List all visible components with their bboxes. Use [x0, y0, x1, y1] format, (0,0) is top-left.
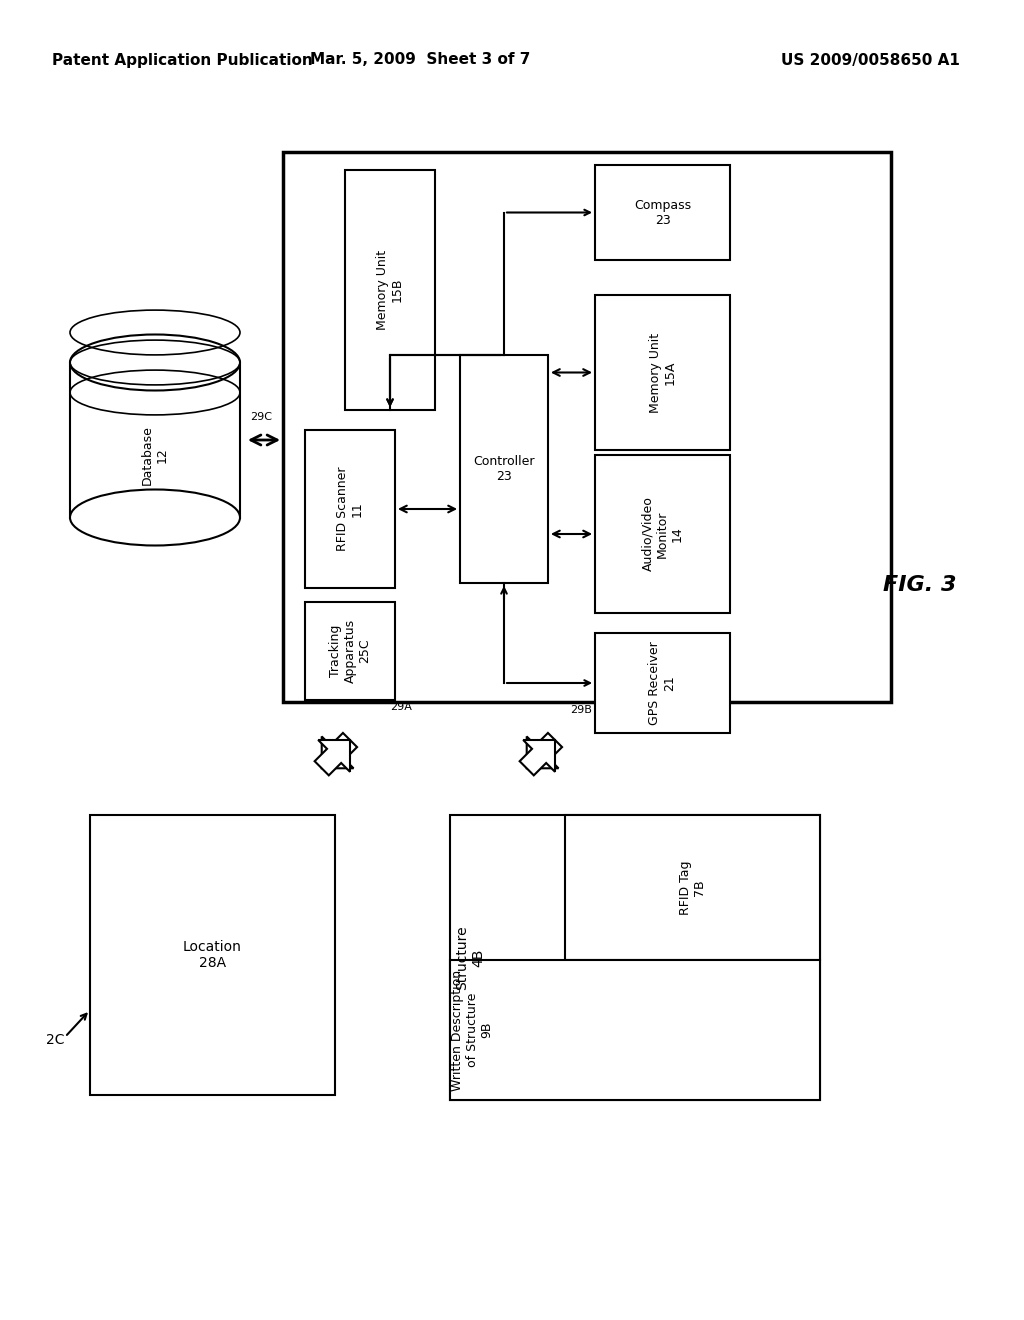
FancyArrow shape [519, 741, 555, 775]
Bar [565, 814, 820, 960]
FancyArrow shape [314, 741, 350, 775]
FancyArrow shape [322, 733, 357, 768]
Text: Audio/Video
Monitor
14: Audio/Video Monitor 14 [641, 496, 684, 572]
Bar [595, 455, 730, 612]
Ellipse shape [70, 334, 240, 391]
Bar [460, 355, 548, 583]
Bar [595, 165, 730, 260]
Text: Location
28A: Location 28A [183, 940, 242, 970]
Text: GPS Receiver
21: GPS Receiver 21 [648, 642, 677, 725]
Bar [595, 294, 730, 450]
Text: Compass
23: Compass 23 [634, 198, 691, 227]
Text: US 2009/0058650 A1: US 2009/0058650 A1 [780, 53, 959, 67]
Text: Patent Application Publication: Patent Application Publication [52, 53, 312, 67]
Text: 2C: 2C [46, 1034, 65, 1047]
Bar [450, 814, 820, 1100]
FancyArrow shape [526, 733, 562, 768]
Bar [70, 363, 240, 517]
Bar [90, 814, 335, 1096]
Bar [345, 170, 435, 411]
Bar [283, 152, 891, 702]
Bar [450, 960, 820, 1100]
Text: Mar. 5, 2009  Sheet 3 of 7: Mar. 5, 2009 Sheet 3 of 7 [310, 53, 530, 67]
Bar [305, 602, 395, 700]
Bar [595, 634, 730, 733]
Text: 29C: 29C [251, 412, 272, 422]
Text: 29B: 29B [570, 705, 592, 715]
Text: FIG. 3: FIG. 3 [884, 576, 956, 595]
Text: Memory Unit
15A: Memory Unit 15A [648, 333, 677, 413]
Text: Database
12: Database 12 [141, 425, 169, 484]
Text: Tracking
Apparatus
25C: Tracking Apparatus 25C [329, 619, 372, 682]
Text: RFID Scanner
11: RFID Scanner 11 [336, 467, 364, 552]
Text: 29A: 29A [390, 702, 412, 711]
Text: RFID Tag
7B: RFID Tag 7B [679, 861, 707, 915]
Text: Controller
23: Controller 23 [473, 455, 535, 483]
Bar [305, 430, 395, 587]
Text: Memory Unit
15B: Memory Unit 15B [376, 249, 404, 330]
Ellipse shape [70, 490, 240, 545]
Text: Written Description
of Structure
9B: Written Description of Structure 9B [451, 969, 494, 1090]
Text: Structure
4B: Structure 4B [455, 925, 485, 990]
